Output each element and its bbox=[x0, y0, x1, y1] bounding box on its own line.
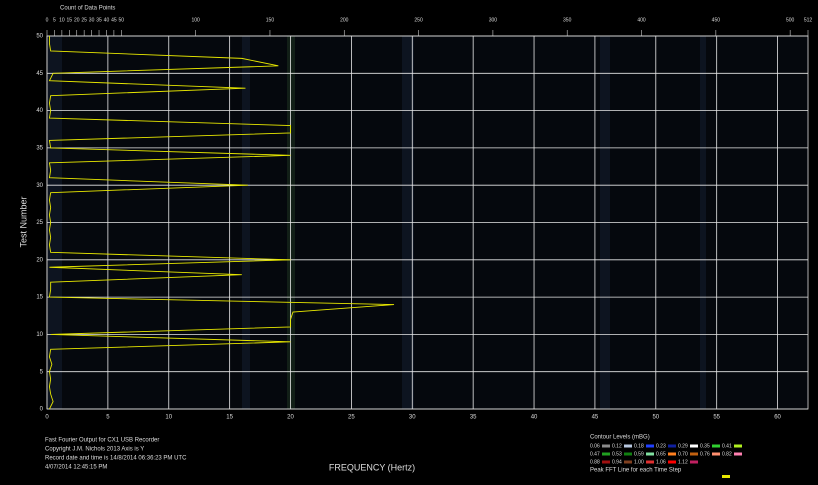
top-tick-label: 500 bbox=[786, 17, 795, 23]
footer-title: Fast Fourier Output for CX1 USB Recorder bbox=[45, 438, 159, 444]
x-tick-label: 55 bbox=[713, 415, 720, 421]
legend-swatch bbox=[712, 445, 720, 448]
top-tick-label: 300 bbox=[489, 17, 498, 23]
top-tick-label: 5 bbox=[53, 17, 56, 23]
top-tick-label: 45 bbox=[111, 17, 117, 23]
legend-label: 0.94 bbox=[612, 459, 622, 465]
top-tick-label: 512 bbox=[804, 17, 813, 23]
top-tick-label: 15 bbox=[67, 17, 73, 23]
legend-swatch bbox=[722, 475, 730, 478]
y-tick-label: 5 bbox=[40, 369, 44, 375]
legend-label: 0.29 bbox=[678, 443, 688, 449]
x-tick-label: 45 bbox=[592, 415, 599, 421]
legend-swatch bbox=[646, 453, 654, 456]
top-tick-label: 30 bbox=[89, 17, 95, 23]
y-tick-label: 45 bbox=[36, 71, 43, 77]
y-tick-label: 10 bbox=[36, 332, 43, 338]
x-tick-label: 60 bbox=[774, 415, 781, 421]
x-axis-title: FREQUENCY (Hertz) bbox=[329, 462, 415, 472]
legend-swatch bbox=[668, 461, 676, 464]
legend-swatch bbox=[712, 453, 720, 456]
legend-title: Contour Levels (mBG) bbox=[590, 435, 650, 441]
top-axis-title: Count of Data Points bbox=[60, 6, 115, 12]
x-tick-label: 30 bbox=[409, 415, 416, 421]
legend-label: 0.47 bbox=[590, 451, 600, 457]
legend-swatch bbox=[602, 453, 610, 456]
top-tick-label: 20 bbox=[74, 17, 80, 23]
y-tick-label: 15 bbox=[36, 295, 43, 301]
top-tick-label: 250 bbox=[414, 17, 423, 23]
legend-swatch bbox=[624, 445, 632, 448]
x-tick-label: 25 bbox=[348, 415, 355, 421]
top-tick-label: 40 bbox=[104, 17, 110, 23]
top-tick-label: 150 bbox=[266, 17, 275, 23]
y-tick-label: 25 bbox=[36, 220, 43, 226]
legend-swatch bbox=[602, 445, 610, 448]
legend-label: 0.35 bbox=[700, 443, 710, 449]
legend-label: 1.06 bbox=[656, 459, 666, 465]
page: Count of Data Points Test Number FREQUEN… bbox=[0, 0, 818, 485]
legend-swatch bbox=[690, 445, 698, 448]
legend-label: 0.41 bbox=[722, 443, 732, 449]
legend-label: 0.53 bbox=[612, 451, 622, 457]
legend-swatch bbox=[668, 453, 676, 456]
x-tick-label: 35 bbox=[470, 415, 477, 421]
legend-swatch bbox=[646, 461, 654, 464]
legend-swatch bbox=[734, 445, 742, 448]
legend-swatch bbox=[624, 453, 632, 456]
x-tick-label: 10 bbox=[165, 415, 172, 421]
y-tick-label: 35 bbox=[36, 145, 43, 151]
y-tick-label: 30 bbox=[36, 183, 43, 189]
top-tick-label: 400 bbox=[637, 17, 646, 23]
chart: Count of Data Points Test Number FREQUEN… bbox=[0, 0, 818, 485]
legend-label: 1.12 bbox=[678, 459, 688, 465]
legend-label: 0.18 bbox=[634, 443, 644, 449]
top-tick-label: 0 bbox=[46, 17, 49, 23]
legend-swatch bbox=[602, 461, 610, 464]
legend-swatch bbox=[734, 453, 742, 456]
legend-label: 1.00 bbox=[634, 459, 644, 465]
y-tick-label: 20 bbox=[36, 257, 43, 263]
x-tick-label: 40 bbox=[531, 415, 538, 421]
legend-swatch bbox=[668, 445, 676, 448]
x-tick-label: 5 bbox=[106, 415, 110, 421]
top-tick-label: 100 bbox=[191, 17, 200, 23]
legend-label: 0.12 bbox=[612, 443, 622, 449]
legend-label: Peak FFT Line for each Time Step bbox=[590, 468, 682, 474]
legend-swatch bbox=[624, 461, 632, 464]
top-tick-label: 35 bbox=[96, 17, 102, 23]
top-tick-label: 450 bbox=[712, 17, 721, 23]
footer-note: Copyright J.M. Nichols 2013 Axis is Y bbox=[45, 447, 144, 453]
footer-note: 4/07/2014 12:45:15 PM bbox=[45, 465, 107, 471]
x-tick-label: 50 bbox=[652, 415, 659, 421]
legend-label: 0.06 bbox=[590, 443, 600, 449]
legend-swatch bbox=[690, 461, 698, 464]
y-axis-title: Test Number bbox=[18, 196, 28, 247]
top-tick-label: 10 bbox=[59, 17, 65, 23]
footer-note: Record date and time is 14/8/2014 06:36:… bbox=[45, 456, 187, 462]
legend-label: 0.23 bbox=[656, 443, 666, 449]
y-tick-label: 0 bbox=[40, 407, 44, 413]
legend-swatch bbox=[690, 453, 698, 456]
legend-swatch bbox=[646, 445, 654, 448]
top-tick-label: 350 bbox=[563, 17, 572, 23]
legend-label: 0.65 bbox=[656, 451, 666, 457]
legend-label: 0.76 bbox=[700, 451, 710, 457]
top-tick-label: 50 bbox=[119, 17, 125, 23]
legend-label: 0.88 bbox=[590, 459, 600, 465]
legend-label: 0.82 bbox=[722, 451, 732, 457]
y-tick-label: 50 bbox=[36, 34, 43, 40]
x-tick-label: 20 bbox=[287, 415, 294, 421]
top-tick-label: 200 bbox=[340, 17, 349, 23]
legend-label: 0.70 bbox=[678, 451, 688, 457]
x-tick-label: 0 bbox=[45, 415, 49, 421]
y-tick-label: 40 bbox=[36, 108, 43, 114]
legend-label: 0.59 bbox=[634, 451, 644, 457]
top-tick-label: 25 bbox=[81, 17, 87, 23]
x-tick-label: 15 bbox=[226, 415, 233, 421]
